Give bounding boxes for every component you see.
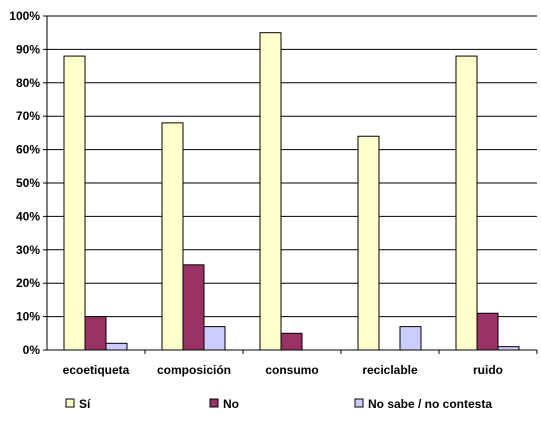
bar-ns-nc-3: [399, 326, 422, 351]
y-tick-labels: 0% 10% 20% 30% 40% 50% 60% 70% 80% 90% 100%: [9, 9, 40, 357]
legend-label: No sabe / no contesta: [368, 397, 492, 411]
bar-no-2: [280, 332, 303, 351]
legend: Sí No No sabe / no contesta: [65, 397, 492, 411]
y-tick-label: 30%: [16, 243, 40, 257]
x-category-label: consumo: [265, 363, 318, 377]
x-category-labels: ecoetiqueta composición consumo reciclable r…: [63, 363, 503, 377]
y-tick-label: 70%: [16, 109, 40, 123]
bar-si-0: [63, 55, 86, 351]
bar-si-3: [357, 135, 380, 351]
legend-swatch: [354, 398, 364, 408]
y-tick-label: 40%: [16, 209, 40, 223]
y-tick-label: 90%: [16, 42, 40, 56]
legend-swatch: [65, 398, 75, 408]
x-category-label: ecoetiqueta: [63, 363, 130, 377]
y-tick-label: 100%: [9, 9, 40, 23]
bar-no-1: [182, 264, 205, 351]
bar-no-4: [476, 312, 499, 351]
y-tick-label: 80%: [16, 76, 40, 90]
x-category-label: reciclable: [362, 363, 418, 377]
bar-no-0: [84, 316, 107, 351]
bar-ns-nc-1: [203, 326, 226, 351]
bar-si-1: [161, 122, 184, 351]
x-category-label: composición: [157, 363, 231, 377]
y-tick-label: 60%: [16, 143, 40, 157]
gridlines: [47, 15, 537, 318]
y-tick-label: 20%: [16, 276, 40, 290]
x-category-label: ruido: [473, 363, 503, 377]
bar-ns-nc-4: [497, 346, 520, 351]
axes: [43, 15, 538, 354]
y-tick-label: 0%: [23, 343, 41, 357]
bar-si-4: [455, 55, 478, 351]
y-tick-label: 10%: [16, 310, 40, 324]
y-tick-label: 50%: [16, 176, 40, 190]
bar-si-2: [259, 32, 282, 351]
legend-label: Sí: [79, 397, 91, 411]
bar-ns-nc-0: [105, 342, 128, 351]
legend-label: No: [223, 397, 239, 411]
legend-swatch: [209, 398, 219, 408]
bars: [63, 32, 520, 351]
